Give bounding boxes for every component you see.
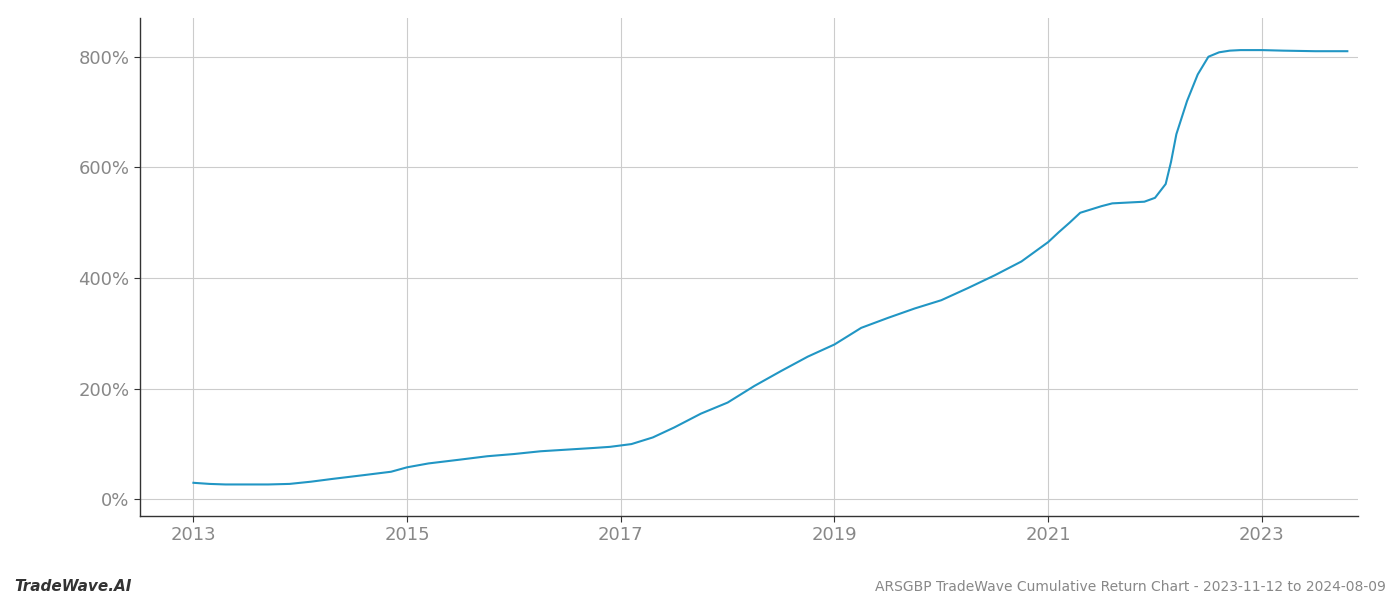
Text: TradeWave.AI: TradeWave.AI (14, 579, 132, 594)
Text: ARSGBP TradeWave Cumulative Return Chart - 2023-11-12 to 2024-08-09: ARSGBP TradeWave Cumulative Return Chart… (875, 580, 1386, 594)
